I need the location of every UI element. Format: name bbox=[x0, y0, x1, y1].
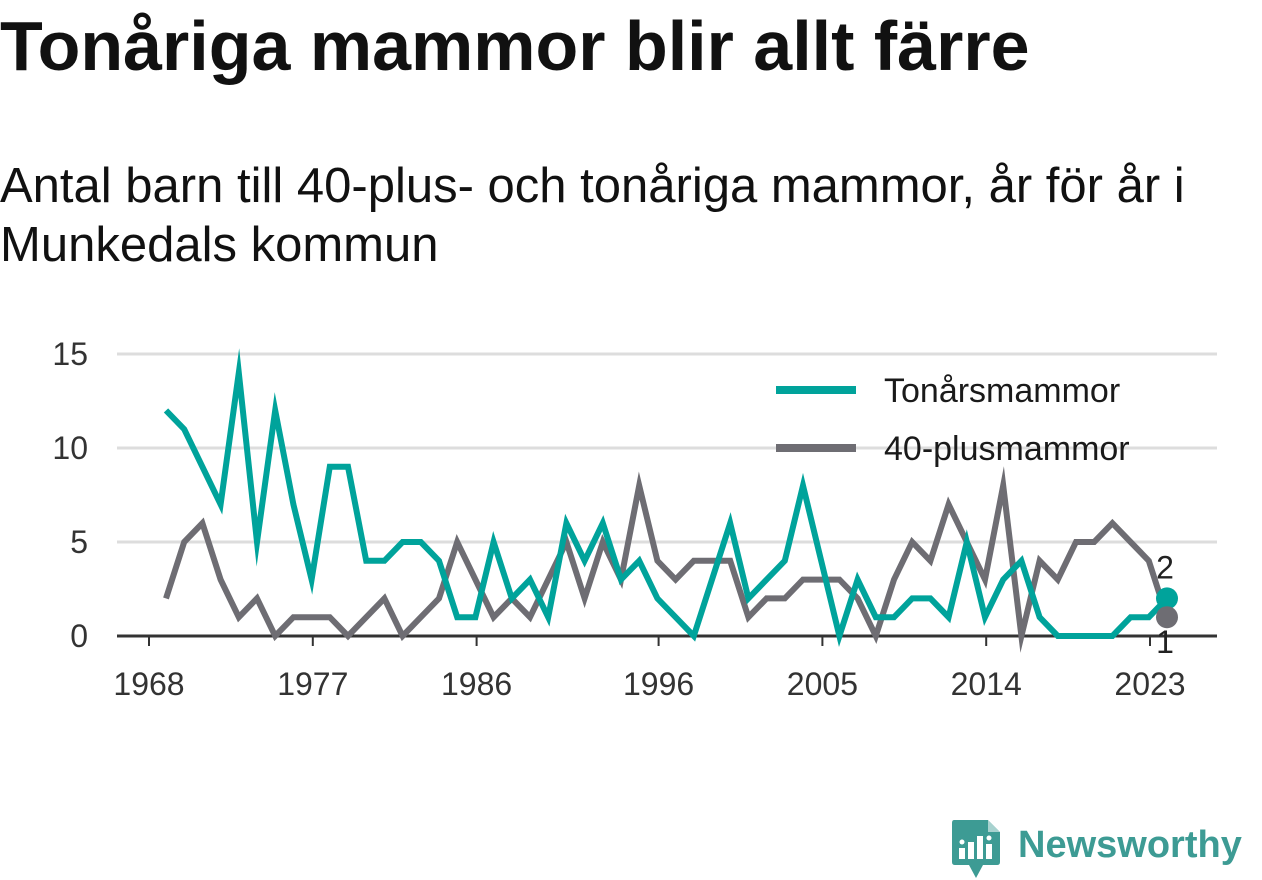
brand-logo: Newsworthy bbox=[950, 818, 1250, 880]
y-tick-label: 0 bbox=[70, 618, 88, 654]
chart-subtitle: Antal barn till 40-plus- och tonåriga ma… bbox=[0, 159, 1185, 272]
brand-name: Newsworthy bbox=[1018, 824, 1242, 866]
series-line-tonarsmammor bbox=[163, 348, 1170, 648]
end-point-40-plusmammor bbox=[1156, 606, 1178, 629]
newsworthy-logo-icon bbox=[952, 820, 1000, 878]
x-tick-label: 2023 bbox=[1114, 666, 1185, 702]
x-tick-label: 1996 bbox=[623, 666, 694, 702]
series-line-40-plusmammor bbox=[163, 466, 1170, 653]
legend-label-tonarsmammor: Tonårsmammor bbox=[884, 372, 1120, 410]
x-tick-label: 1968 bbox=[113, 666, 184, 702]
end-label-tonarsmammor: 2 bbox=[1156, 549, 1174, 585]
logo-icon-bar bbox=[977, 836, 983, 859]
y-tick-label: 15 bbox=[52, 336, 88, 372]
series-lines bbox=[163, 348, 1170, 653]
chart-title: Tonåriga mammor blir allt färre bbox=[0, 7, 1030, 85]
end-markers: 21 bbox=[1156, 549, 1178, 660]
end-label-40-plusmammor: 1 bbox=[1156, 624, 1174, 660]
x-tick-label: 1986 bbox=[441, 666, 512, 702]
x-tick-label: 2014 bbox=[951, 666, 1022, 702]
logo-icon-dot bbox=[986, 835, 992, 841]
x-tick-label: 1977 bbox=[277, 666, 348, 702]
y-axis: 0 5 10 15 bbox=[52, 336, 88, 654]
legend-item-tonarsmammor: Tonårsmammor bbox=[776, 372, 1120, 410]
logo-icon-bar bbox=[986, 844, 992, 859]
legend-label-40-plusmammor: 40-plusmammor bbox=[884, 430, 1130, 468]
x-tick-label: 2005 bbox=[787, 666, 858, 702]
y-tick-label: 5 bbox=[70, 524, 88, 560]
end-point-tonarsmammor bbox=[1156, 587, 1178, 610]
logo-icon-dot bbox=[959, 839, 965, 845]
logo-icon-bar bbox=[968, 842, 974, 859]
logo-icon-bar bbox=[959, 848, 965, 859]
x-axis: 1968 1977 1986 1996 2005 2014 2023 bbox=[113, 634, 1217, 702]
logo-icon-badge bbox=[952, 820, 1000, 878]
legend-item-40-plusmammor: 40-plusmammor bbox=[776, 430, 1130, 468]
legend: Tonårsmammor 40-plusmammor bbox=[776, 372, 1130, 468]
logo-icon-fold bbox=[988, 820, 1000, 832]
y-tick-label: 10 bbox=[52, 430, 88, 466]
